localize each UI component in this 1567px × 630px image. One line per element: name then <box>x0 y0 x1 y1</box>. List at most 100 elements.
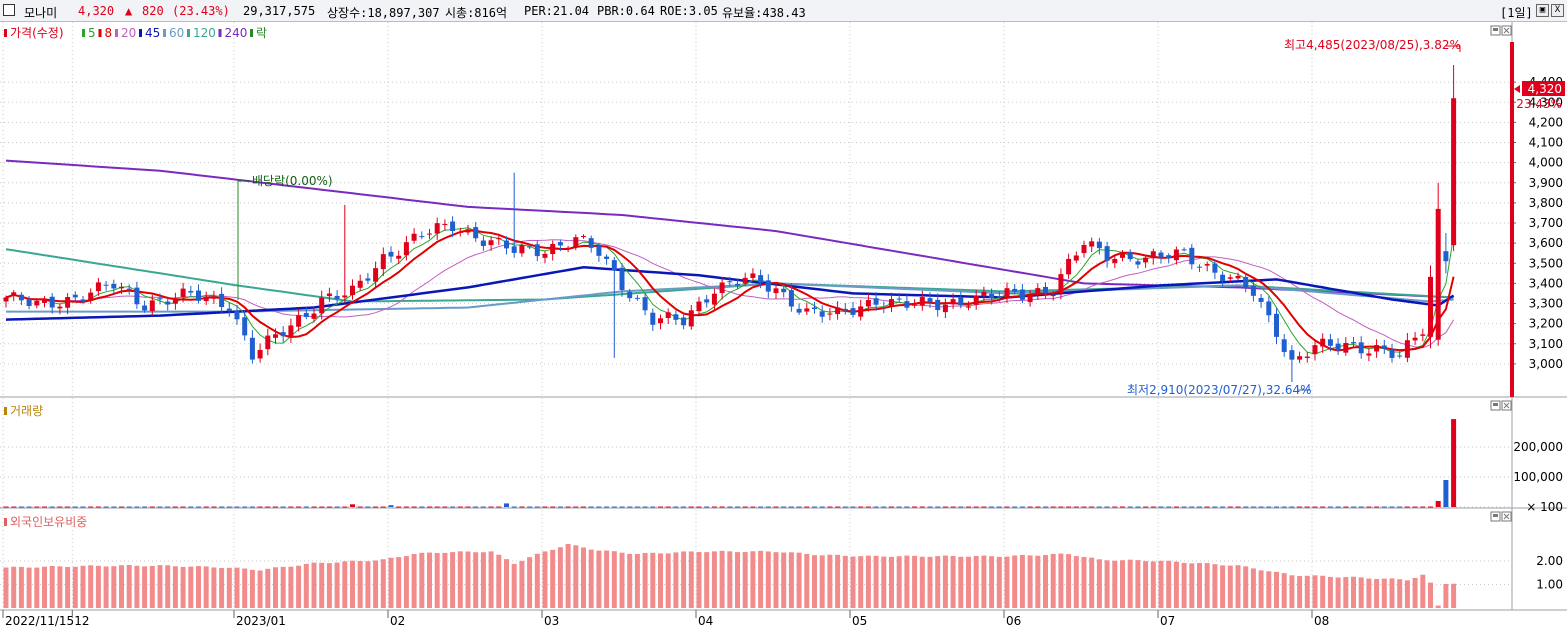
price-change-pct: (23.43%) <box>172 4 230 18</box>
candle-body <box>1220 274 1226 282</box>
candle-body <box>1143 257 1149 263</box>
volume-bar <box>334 506 340 508</box>
candle-body <box>1351 342 1356 344</box>
candle-body <box>658 318 663 324</box>
foreign-ratio-bar <box>42 566 47 608</box>
candle-body <box>380 254 386 270</box>
candle-body <box>827 313 833 315</box>
select-checkbox[interactable] <box>3 4 15 16</box>
foreign-ratio-bar <box>488 551 494 608</box>
restore-button[interactable]: ▣ <box>1536 4 1549 17</box>
candle-body <box>42 299 47 303</box>
foreign-ratio-bar <box>172 566 178 608</box>
foreign-ratio-bar <box>1327 576 1333 608</box>
volume-bar <box>380 506 386 508</box>
foreign-ratio-bar <box>773 552 779 608</box>
volume-bar <box>765 506 771 508</box>
candle-body <box>172 298 178 304</box>
foreign-ratio-bar <box>496 554 502 608</box>
date-axis: 2022/11/15 12 2023/01 02 03 04 05 06 07 08 <box>2 610 1329 628</box>
candle-body <box>1428 276 1433 337</box>
volume-bar <box>1312 506 1318 508</box>
volume-bar <box>642 506 648 508</box>
volume-bar <box>172 506 178 508</box>
foreign-ratio-bar <box>373 560 379 608</box>
foreign-ratio-bar <box>442 552 448 608</box>
candle-body <box>211 296 217 299</box>
candle-body <box>642 297 648 311</box>
foreign-ratio-bar <box>1289 575 1295 608</box>
foreign-ratio-bar <box>280 566 286 608</box>
foreign-ratio-bar <box>688 551 694 608</box>
volume-bar <box>1335 506 1341 508</box>
legend-swatch <box>115 29 118 37</box>
legend-item-label: 120 <box>193 26 216 40</box>
candle-body <box>434 223 440 234</box>
candle-body <box>719 282 725 294</box>
candle-body <box>989 293 995 299</box>
period-selector[interactable]: [1일] <box>1500 6 1533 20</box>
foreign-ratio-bar <box>1012 555 1018 608</box>
candle-body <box>1281 339 1287 352</box>
candle-body <box>565 247 571 249</box>
candle-body <box>788 290 794 307</box>
candle-body <box>1420 334 1426 336</box>
volume-bar <box>1212 506 1218 508</box>
current-price-tag-label: 4,320 <box>1528 82 1562 96</box>
candle-body <box>796 308 802 313</box>
volume-bar <box>65 506 71 508</box>
stock-info-bar: 모나미 4,320 ▲ 820 (23.43%) 29,317,575 상장수:… <box>0 0 1567 22</box>
foreign-ratio-bar <box>727 551 733 608</box>
close-button[interactable]: X <box>1551 4 1564 17</box>
foreign-ratio-bar <box>865 555 871 608</box>
price-tick-label: 4,100 <box>1529 136 1563 150</box>
volume-bar <box>103 506 109 508</box>
candle-body <box>280 332 286 337</box>
volume-bar <box>203 506 209 508</box>
foreign-ratio-bar <box>34 567 40 608</box>
foreign-ratio-bar <box>1420 574 1426 608</box>
candle-body <box>257 349 263 359</box>
foreign-ratio-bar <box>958 556 964 608</box>
foreign-ratio-bar <box>249 569 255 608</box>
volume-bar <box>273 506 278 508</box>
foreign-ratio-bar <box>1143 561 1149 608</box>
foreign-ratio-bar <box>819 555 825 608</box>
volume-bar <box>557 506 563 508</box>
grid-lines <box>0 22 1512 610</box>
volume-bar <box>804 506 810 508</box>
volume-bar <box>727 506 733 508</box>
candle-body <box>242 317 248 336</box>
foreign-ratio-bar <box>1189 563 1195 608</box>
candle-body <box>950 299 956 305</box>
foreign-ratio-bar <box>1374 579 1380 608</box>
foreign-ratio-bar <box>1335 577 1341 608</box>
foreign-ratio-bar <box>1351 576 1356 608</box>
foreign-ratio-bar <box>1004 556 1010 608</box>
candle-body <box>889 299 894 307</box>
foreign-ratio-bar <box>750 551 756 608</box>
pane-buttons[interactable] <box>1490 25 1512 522</box>
foreign-ratio-bar <box>573 545 579 608</box>
volume-bars <box>3 419 1457 508</box>
candle-body <box>1073 255 1079 261</box>
candle-body <box>365 278 371 281</box>
volume-bar <box>1327 506 1333 508</box>
current-price: 4,320 <box>78 4 115 18</box>
volume-bar <box>42 506 47 508</box>
stock-chart[interactable]: 가격(수정) 5 8 20 45 60 120 240 락 거래량 외국인보유비중 최고4,48… <box>0 22 1567 630</box>
volume-bar <box>973 506 979 508</box>
foreign-ratio-bar <box>1435 605 1441 608</box>
volume-bar <box>396 506 402 508</box>
foreign-ratio-bar <box>450 552 456 608</box>
volume-bar <box>1266 506 1272 508</box>
candle-body <box>1358 342 1364 354</box>
foreign-ratio-bar <box>11 566 17 608</box>
foreign-ratio-bar <box>973 555 979 608</box>
volume-bar <box>596 506 602 508</box>
foreign-ratio-bar <box>465 551 471 608</box>
candle-body <box>1181 249 1187 251</box>
foreign-ratio-bar <box>673 552 679 608</box>
candle-body <box>634 297 640 299</box>
candle-body <box>1197 266 1202 268</box>
